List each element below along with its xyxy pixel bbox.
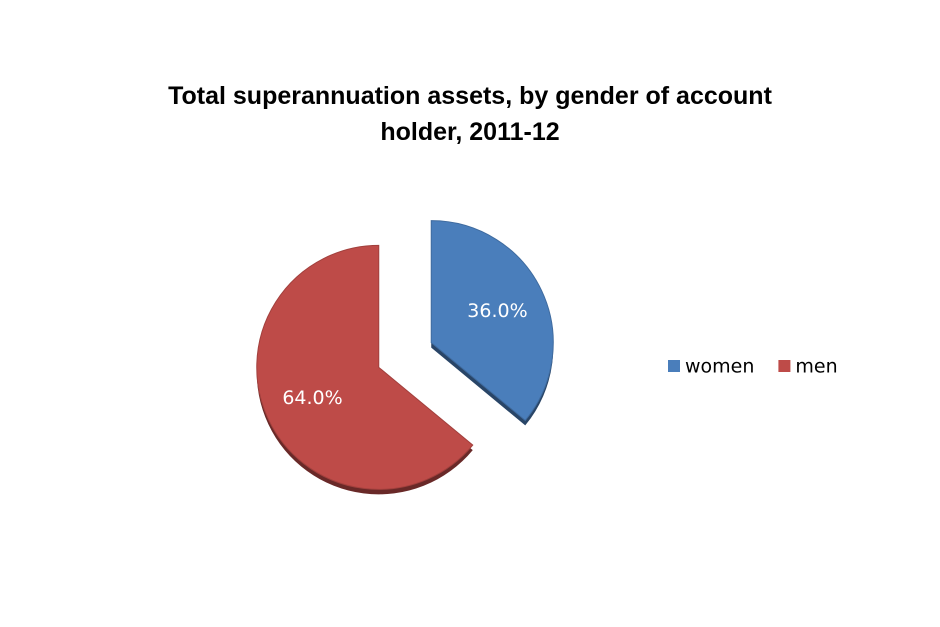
data-label: 36.0% (467, 300, 527, 322)
legend-label: women (685, 356, 754, 378)
data-label: 64.0% (282, 387, 342, 409)
pie-slice (256, 244, 474, 490)
legend-label: men (795, 356, 837, 378)
pie-slice (430, 220, 554, 422)
legend-swatch (668, 360, 680, 372)
legend-swatch (778, 360, 791, 372)
chart-title: Total superannuation assets, by gender o… (168, 82, 772, 146)
